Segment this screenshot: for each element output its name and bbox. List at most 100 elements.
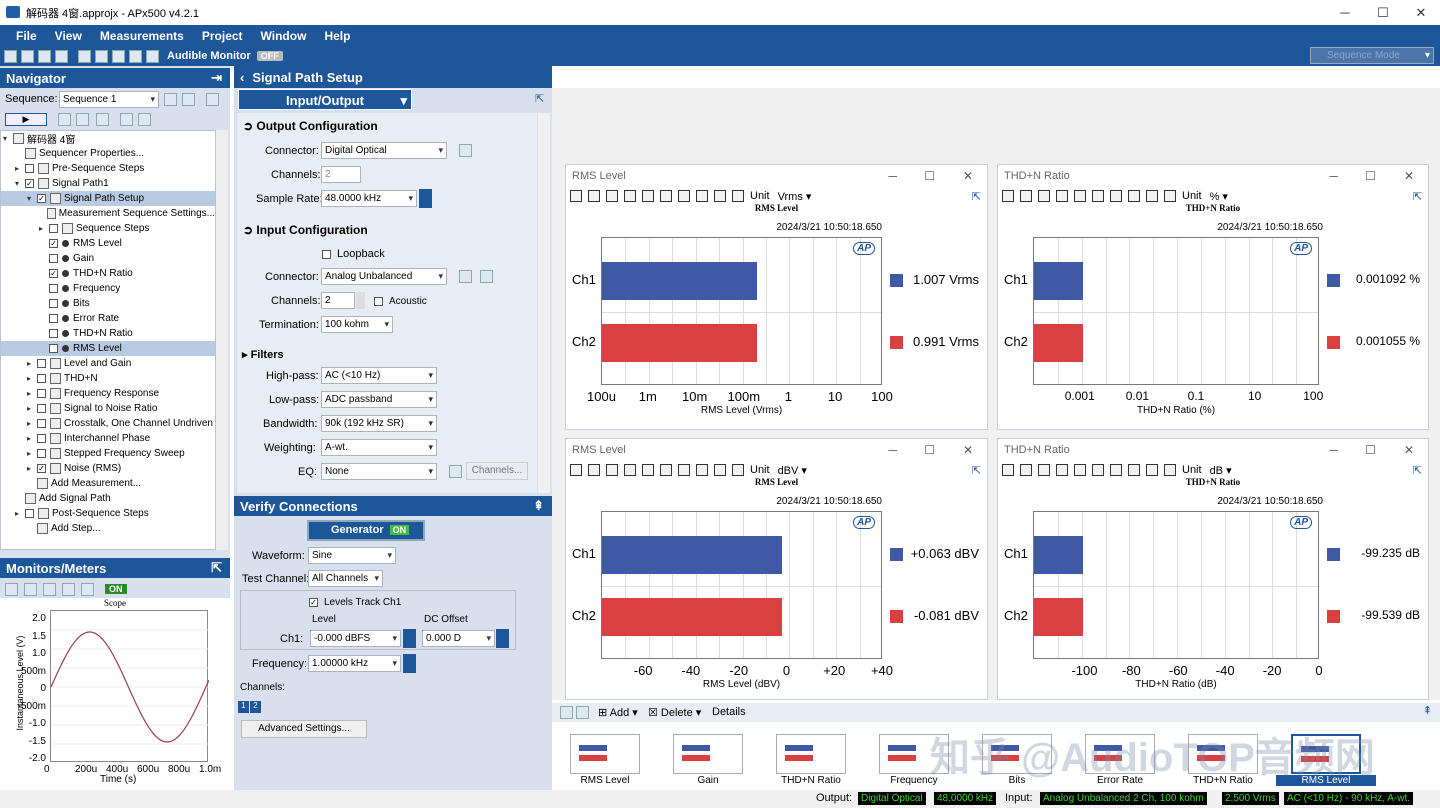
tree-item[interactable]: Gain [1,251,215,266]
connector-settings-icon[interactable] [459,144,472,157]
tree-checkbox[interactable] [37,434,46,443]
sps-scrollbar[interactable] [538,113,550,493]
tree-item[interactable]: ▸ Level and Gain [1,356,215,371]
monitors-on-toggle[interactable]: ON [105,584,127,594]
sample-rate-spinner[interactable] [419,189,432,208]
minimize-icon[interactable]: ─ [888,443,897,457]
tree-item[interactable]: Bits [1,296,215,311]
settings-icon[interactable] [55,49,68,63]
sequence-settings-icon[interactable] [164,93,177,106]
save-icon[interactable] [570,464,582,476]
fx-icon[interactable] [714,190,726,202]
tree-item[interactable]: ▾ ✓ Signal Path1 [1,176,215,191]
input-info-icon[interactable] [480,270,493,283]
tree-item[interactable]: ▸ Frequency Response [1,386,215,401]
tree-item[interactable]: Sequencer Properties... [1,146,215,161]
tree-item[interactable]: ✓ RMS Level [1,236,215,251]
close-icon[interactable]: ✕ [1415,4,1427,20]
print-icon[interactable] [606,190,618,202]
fx-icon[interactable] [1146,190,1158,202]
zoom-icon[interactable] [1056,190,1068,202]
next-icon[interactable] [576,706,589,719]
sequence-report-icon[interactable] [182,93,195,106]
tree-item[interactable]: ▾ 解码器 4窗 [1,131,215,146]
tree-item[interactable]: ▸ Interchannel Phase [1,431,215,446]
tree-item[interactable]: ✓ THD+N Ratio [1,266,215,281]
tree-item[interactable]: ▸ Post-Sequence Steps [1,506,215,521]
tree-item[interactable]: Measurement Sequence Settings... [1,206,215,221]
menu-measurements[interactable]: Measurements [99,28,184,43]
close-icon[interactable]: ✕ [1403,443,1414,457]
tree-checkbox[interactable]: ✓ [49,239,58,248]
print-icon[interactable] [1038,190,1050,202]
io-dropdown[interactable]: Input/Output ▾ [238,89,412,110]
acoustic-checkbox[interactable] [374,297,383,306]
expand-icon[interactable]: ▸ [27,389,32,398]
waveform-select[interactable]: Sine ▾ [308,547,396,564]
minimize-icon[interactable]: ─ [1329,169,1338,183]
tree-item[interactable]: ▸ THD+N [1,371,215,386]
popout-icon[interactable]: ⇱ [1412,464,1422,477]
tree-checkbox[interactable]: ✓ [25,179,34,188]
settings-icon[interactable] [732,190,744,202]
measurement-thumbnail[interactable] [1085,734,1155,774]
minimize-icon[interactable]: ─ [888,169,897,183]
maximize-icon[interactable]: ☐ [1365,443,1376,457]
table-icon[interactable] [678,190,690,202]
move-up-icon[interactable] [120,113,133,126]
settings-icon[interactable] [732,464,744,476]
levels-icon[interactable] [62,583,75,596]
back-icon[interactable]: ‹ [240,69,245,85]
gen-icon[interactable] [129,49,142,63]
dc-offset-spinner[interactable] [496,629,509,648]
expand-icon[interactable]: ▾ [15,179,20,188]
settings-icon[interactable] [1164,190,1176,202]
tree-checkbox[interactable]: ✓ [37,194,46,203]
popout-icon[interactable]: ⇱ [1412,190,1422,203]
loopback-checkbox[interactable] [322,250,331,259]
collapse-icon[interactable]: ⇞ [533,498,544,513]
tree-item[interactable]: ▸ ✓ Noise (RMS) [1,461,215,476]
fx-icon[interactable] [1146,464,1158,476]
output-channels-field[interactable]: 2 [321,166,361,183]
expand-icon[interactable]: ▸ [15,509,20,518]
channel-1-button[interactable]: 1 [238,701,249,713]
eq-settings-icon[interactable] [449,465,462,478]
copy-icon[interactable] [588,464,600,476]
pan-icon[interactable] [1074,190,1086,202]
expand-icon[interactable]: ▸ [27,434,32,443]
navigator-scrollbar[interactable] [216,130,228,550]
tree-item[interactable]: ▸ Crosstalk, One Channel Undriven [1,416,215,431]
pan-icon[interactable] [642,464,654,476]
expand-icon[interactable]: ▸ [27,464,32,473]
save-icon[interactable] [1002,190,1014,202]
sequence-select[interactable]: Sequence 1 ▾ [59,91,159,108]
pin-icon[interactable]: ⇞ [1422,705,1432,717]
copy-icon[interactable] [1020,464,1032,476]
popout-icon[interactable]: ⇱ [971,190,981,203]
popout-icon[interactable]: ⇱ [211,560,222,575]
expand-icon[interactable]: ▸ [27,449,32,458]
measurement-thumbnail[interactable] [1188,734,1258,774]
termination-select[interactable]: 100 kohm ▾ [321,316,393,333]
chart-icon[interactable] [1128,464,1140,476]
sample-rate-select[interactable]: 48.0000 kHz ▾ [321,190,417,207]
save-icon[interactable] [570,190,582,202]
menu-view[interactable]: View [54,28,82,43]
pin-icon[interactable]: ⇥ [211,70,222,85]
tree-checkbox[interactable] [49,344,58,353]
tree-item[interactable]: ▸ Stepped Frequency Sweep [1,446,215,461]
tree-checkbox[interactable] [37,389,46,398]
tree-checkbox[interactable] [49,224,58,233]
details-button[interactable]: Details [712,706,746,718]
tree-item[interactable]: Add Step... [1,521,215,536]
zoom-icon[interactable] [624,464,636,476]
scope-icon[interactable] [5,583,18,596]
expand-icon[interactable]: ▸ [27,404,32,413]
fx-icon[interactable] [714,464,726,476]
run-sequence-button[interactable]: ▶ [5,113,47,126]
delete-icon[interactable] [96,113,109,126]
menu-project[interactable]: Project [201,28,243,43]
tree-checkbox[interactable] [37,404,46,413]
audible-monitor-toggle[interactable]: OFF [256,51,283,61]
